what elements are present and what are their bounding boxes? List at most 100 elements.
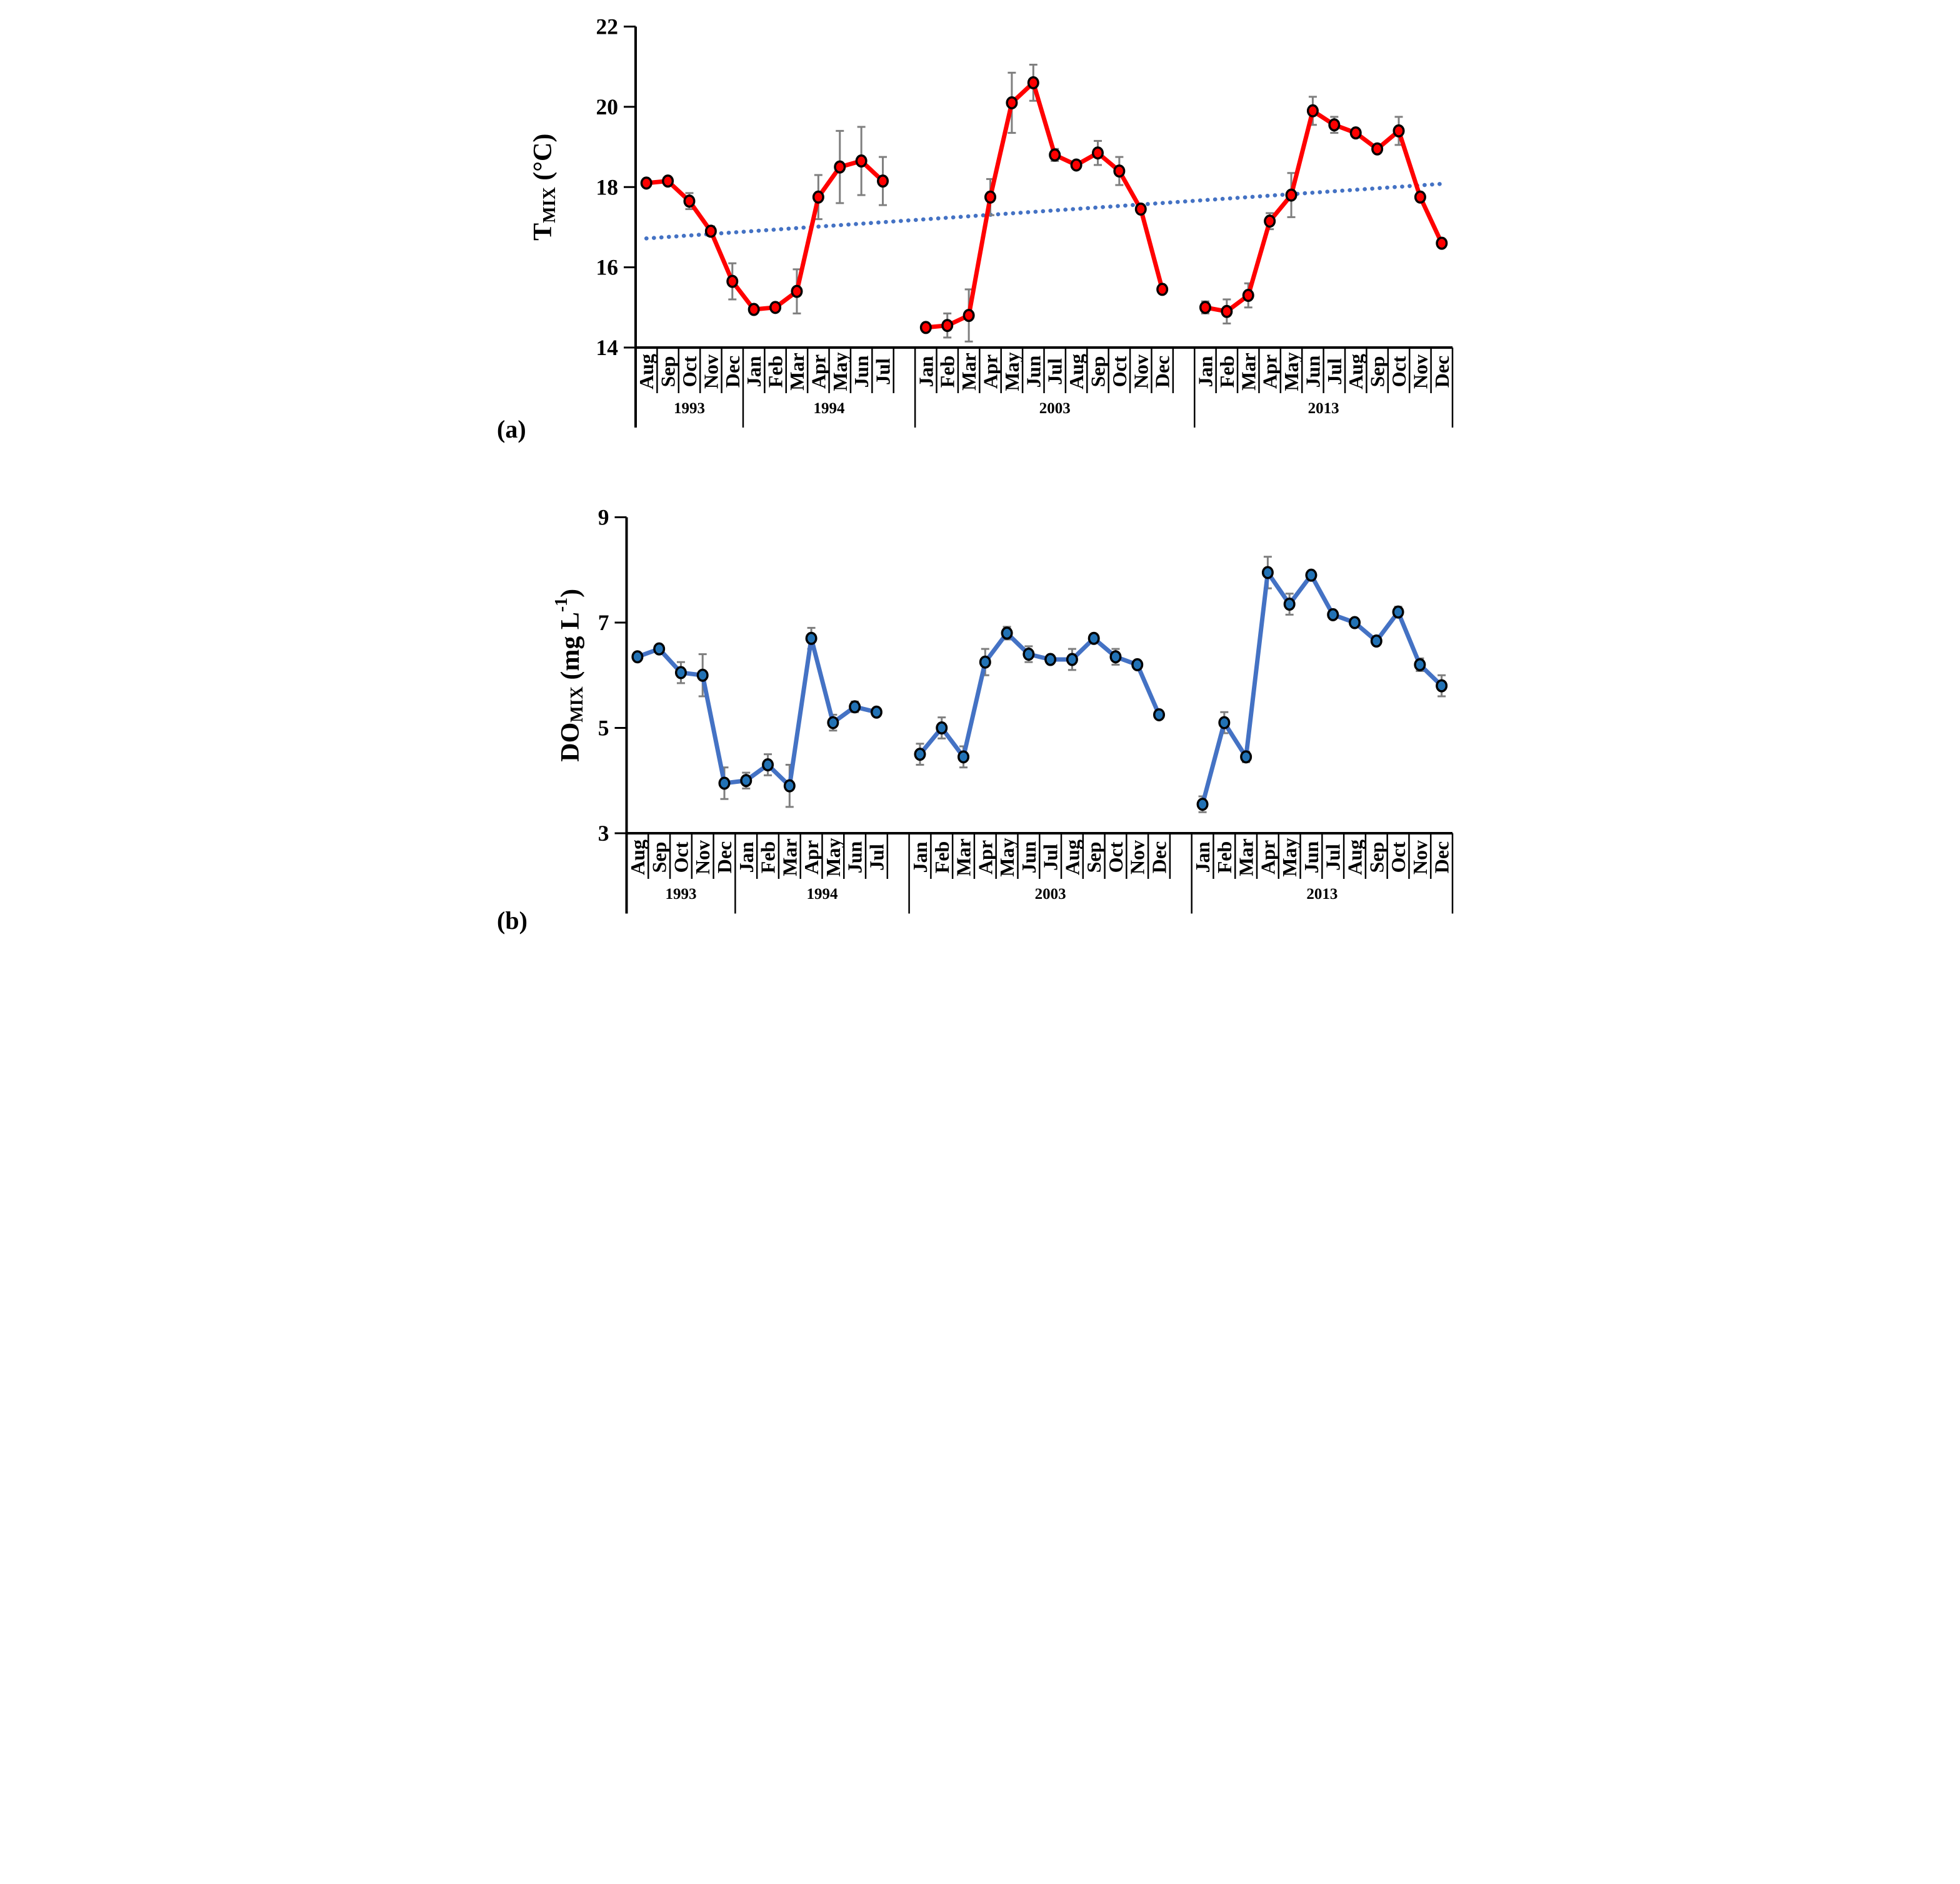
data-point-Apr-2003 — [979, 655, 991, 669]
month-label-Nov-1993: Nov — [691, 840, 714, 874]
month-label-Mar-2003: Mar — [958, 353, 980, 390]
data-point-Mar-2013 — [1242, 289, 1254, 303]
data-point-Sep-2003 — [1091, 146, 1104, 160]
data-point-Feb-1994 — [769, 301, 782, 314]
month-label-Apr-2013: Apr — [1256, 840, 1279, 874]
month-label-Mar-1994: Mar — [778, 838, 801, 876]
y-tick-label-3: 3 — [598, 821, 609, 846]
data-point-Aug-2003 — [1066, 653, 1078, 666]
data-point-Nov-2003 — [1134, 203, 1147, 216]
data-point-Aug-2013 — [1349, 616, 1361, 629]
month-label-Apr-2013: Apr — [1259, 354, 1281, 389]
month-label-Sep-1993: Sep — [657, 356, 679, 388]
figure-background — [490, 0, 1470, 942]
month-label-Jan-2003: Jan — [909, 841, 931, 873]
y-tick-label-16: 16 — [596, 255, 619, 280]
data-point-Oct-2013 — [1392, 605, 1404, 619]
data-point-Nov-1993 — [704, 224, 717, 238]
month-label-Dec-1993: Dec — [713, 841, 736, 874]
month-label-Jan-2003: Jan — [914, 356, 937, 387]
month-label-Feb-2003: Feb — [931, 841, 953, 874]
y-tick-label-5: 5 — [598, 716, 609, 741]
data-point-Dec-2013 — [1436, 679, 1448, 693]
month-label-Mar-2013: Mar — [1235, 838, 1258, 876]
data-point-Mar-1994 — [783, 779, 796, 793]
data-point-Jul-2013 — [1328, 118, 1341, 132]
data-point-Aug-1993 — [640, 176, 652, 190]
year-label-1994: 1994 — [814, 400, 846, 417]
y-tick-label-14: 14 — [596, 335, 619, 360]
y-tick-label-9: 9 — [598, 505, 609, 530]
month-label-Jul-2013: Jul — [1323, 358, 1346, 385]
data-point-Aug-2003 — [1070, 158, 1082, 172]
data-point-Aug-2013 — [1349, 126, 1362, 140]
data-point-Mar-2003 — [958, 750, 970, 764]
data-point-Jan-2013 — [1199, 301, 1211, 314]
month-label-Feb-1994: Feb — [764, 356, 787, 388]
month-label-Feb-2013: Feb — [1213, 841, 1236, 874]
data-point-Jan-2013 — [1196, 798, 1209, 811]
data-point-Dec-2003 — [1153, 708, 1166, 721]
month-label-May-2003: May — [1001, 352, 1023, 391]
y-axis: 22 20 18 16 14 — [596, 14, 637, 428]
month-label-Jul-1994: Jul — [865, 844, 888, 871]
chart-a: 2220181614AugSepOctNovDecJanFebMarAprMay… — [529, 14, 1454, 428]
data-point-Apr-2013 — [1264, 214, 1276, 228]
data-point-Nov-1993 — [696, 668, 709, 682]
month-label-Jun-1994: Jun — [850, 356, 872, 388]
y-axis: 9 7 5 3 — [598, 505, 628, 914]
data-point-Dec-1993 — [726, 274, 739, 288]
data-point-May-1994 — [834, 160, 846, 174]
month-label-May-2003: May — [996, 838, 1018, 876]
data-points — [640, 76, 1448, 334]
month-label-May-1994: May — [822, 838, 844, 876]
month-label-Jul-2013: Jul — [1322, 844, 1344, 871]
data-point-Jan-1994 — [740, 774, 752, 788]
data-point-Sep-2003 — [1088, 631, 1100, 645]
data-point-Dec-2003 — [1156, 283, 1169, 296]
y-tick-label-20: 20 — [596, 94, 619, 119]
two-panel-line-chart: (a) (b) 2220181614AugSepOctNovDecJanFebM… — [490, 0, 1470, 942]
data-point-Mar-1994 — [791, 284, 803, 298]
month-label-Oct-2003: Oct — [1108, 356, 1131, 387]
month-label-Jan-2013: Jan — [1191, 841, 1214, 873]
month-label-Aug-2003: Aug — [1065, 354, 1088, 389]
month-label-Jun-2003: Jun — [1022, 356, 1044, 388]
data-point-Jan-2003 — [914, 748, 926, 761]
y-tick-label-22: 22 — [596, 14, 619, 39]
data-point-Mar-2003 — [962, 309, 975, 323]
data-point-May-2003 — [1001, 626, 1013, 640]
figure: (a) (b) 22 20 18 16 14 Aug Sep Oct Nov Dec Jan Feb M… — [490, 0, 1470, 942]
y-axis-label-b: DOMIX​ (mg L-1​) — [552, 589, 587, 762]
data-points — [631, 566, 1448, 811]
month-label-Dec-2003: Dec — [1151, 356, 1174, 388]
month-label-Sep-2003: Sep — [1082, 842, 1105, 873]
data-point-Jun-2003 — [1027, 76, 1039, 89]
month-label-Sep-2013: Sep — [1365, 842, 1388, 873]
data-point-Apr-1994 — [805, 631, 818, 645]
month-label-Oct-2013: Oct — [1387, 841, 1409, 873]
year-label-2013: 2013 — [1308, 400, 1339, 417]
data-point-Jun-2013 — [1306, 104, 1319, 118]
data-point-Mar-2013 — [1240, 750, 1252, 764]
data-point-Apr-2003 — [984, 190, 997, 204]
year-label-2003: 2003 — [1035, 886, 1066, 903]
data-point-Jun-1994 — [855, 154, 868, 168]
data-point-Jun-2013 — [1305, 568, 1318, 582]
month-label-Nov-1993: Nov — [699, 354, 722, 389]
data-point-Oct-1993 — [683, 194, 696, 208]
month-label-Jul-1994: Jul — [872, 358, 894, 385]
month-label-Nov-2003: Nov — [1129, 354, 1152, 389]
trendline — [644, 181, 1444, 241]
month-label-Dec-2013: Dec — [1431, 356, 1453, 388]
data-point-Jul-1994 — [877, 174, 889, 188]
month-label-Oct-2003: Oct — [1104, 841, 1127, 873]
y-tick-label-18: 18 — [596, 174, 619, 199]
month-label-May-2013: May — [1278, 838, 1301, 876]
data-point-May-1994 — [827, 716, 839, 729]
year-label-1993: 1993 — [665, 886, 696, 903]
year-label-1993: 1993 — [674, 400, 705, 417]
data-point-Sep-1993 — [662, 174, 674, 188]
data-point-Apr-2013 — [1261, 566, 1274, 579]
